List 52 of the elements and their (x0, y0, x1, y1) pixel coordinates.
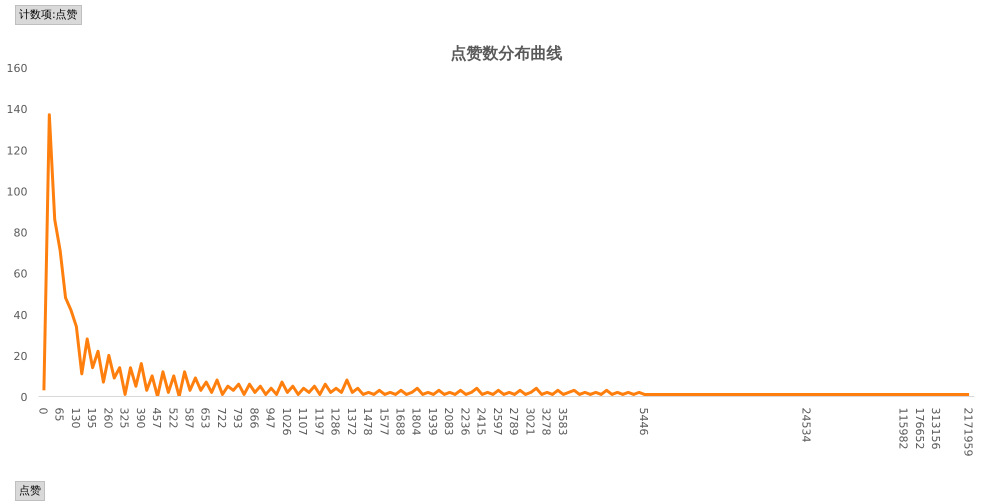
x-tick-label: 65 (52, 408, 66, 422)
x-tick-label: 1026 (280, 408, 293, 436)
x-tick-label: 793 (231, 408, 244, 428)
x-tick-label: 866 (247, 408, 260, 428)
x-tick-label: 130 (68, 408, 82, 428)
x-tick-label: 195 (85, 408, 98, 428)
y-tick-label: 120 (6, 144, 28, 158)
x-tick-label: 1478 (361, 408, 374, 436)
chart-title: 点赞数分布曲线 (450, 44, 562, 62)
x-tick-label: 522 (166, 408, 180, 428)
text: 点赞 (15, 481, 45, 501)
x-tick-label: 653 (198, 408, 212, 428)
y-tick-label: 0 (20, 391, 28, 404)
x-tick-label: 3278 (540, 408, 553, 436)
x-tick-label: 1939 (426, 408, 439, 436)
text: 计数项:点赞 (15, 5, 82, 25)
x-tick-label: 24534 (799, 408, 812, 442)
x-tick-label: 2597 (490, 408, 504, 436)
x-tick-label: 313156 (929, 408, 942, 450)
x-tick-label: 2236 (458, 408, 472, 436)
x-tick-label: 2171959 (962, 408, 975, 456)
y-tick-label: 20 (14, 350, 28, 363)
x-tick-label: 390 (134, 408, 147, 428)
x-tick-label: 2083 (442, 408, 456, 436)
y-tick-label: 100 (6, 185, 28, 198)
x-tick-label: 1804 (410, 408, 423, 436)
x-tick-label: 0 (36, 408, 50, 414)
x-tick-label: 2789 (507, 408, 520, 436)
y-tick-label: 60 (14, 268, 28, 281)
x-tick-label: 587 (182, 408, 196, 428)
x-tick-label: 260 (101, 408, 114, 428)
x-tick-label: 722 (214, 408, 228, 428)
x-tick-label: 457 (150, 408, 164, 428)
x-tick-label: 3021 (523, 408, 536, 436)
x-tick-label: 1372 (344, 408, 358, 436)
y-tick-label: 160 (6, 62, 28, 75)
x-tick-label: 1286 (328, 408, 342, 436)
x-tick-label: 1577 (377, 408, 390, 436)
x-tick-label: 115982 (896, 408, 910, 450)
x-tick-label: 1688 (393, 408, 406, 436)
x-tick-label: 947 (264, 408, 277, 428)
x-tick-label: 3583 (556, 408, 569, 436)
line-series (42, 113, 971, 396)
y-tick-label: 140 (6, 103, 28, 116)
x-tick-label: 1197 (312, 408, 326, 436)
x-tick-label: 2415 (474, 408, 488, 436)
x-tick-label: 5446 (636, 408, 650, 436)
y-tick-label: 80 (14, 226, 28, 240)
x-tick-label: 1107 (296, 408, 310, 436)
x-tick-label: 176652 (912, 408, 926, 450)
y-tick-label: 40 (14, 308, 28, 322)
x-tick-label: 325 (118, 408, 131, 428)
